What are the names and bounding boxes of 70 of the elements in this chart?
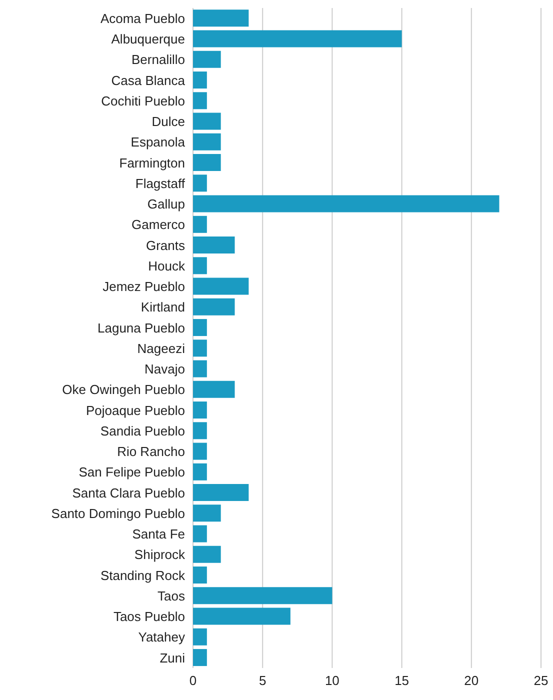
y-tick-label: Bernalillo (132, 52, 185, 68)
y-tick-label: Cochiti Pueblo (101, 93, 185, 108)
bar (193, 50, 221, 68)
x-tick-label: 25 (534, 673, 548, 688)
y-tick-label: Nageezi (137, 340, 186, 356)
bar (193, 92, 207, 110)
y-tick-label: Farmington (119, 155, 185, 170)
y-tick-label: Shiprock (134, 547, 186, 562)
bar (193, 402, 207, 419)
bar (193, 216, 207, 233)
bar (193, 340, 207, 357)
y-tick-label: Kirtland (140, 300, 185, 315)
bar (193, 10, 249, 27)
y-tick-label: Gallup (147, 196, 185, 212)
x-tick-label: 20 (464, 673, 479, 688)
bar (193, 587, 332, 604)
bar (193, 422, 207, 440)
bar (193, 546, 221, 563)
bar (193, 112, 221, 130)
bar (193, 566, 207, 584)
y-tick-label: Standing Rock (100, 568, 186, 583)
y-tick-label: Espanola (130, 134, 186, 150)
bar (193, 298, 235, 316)
y-tick-label: Santa Clara Pueblo (72, 485, 185, 500)
y-tick-label: Rio Rancho (117, 444, 185, 460)
x-tick-label: 5 (258, 673, 266, 688)
bar (193, 133, 221, 150)
y-tick-label: Gamerco (132, 217, 185, 232)
y-tick-label: Navajo (144, 362, 185, 377)
bar (193, 319, 207, 336)
y-tick-label: Taos Pueblo (113, 609, 185, 624)
y-tick-label: Casa Blanca (111, 72, 186, 88)
bar (193, 360, 207, 378)
y-tick-label: Jemez Pueblo (102, 279, 185, 294)
y-tick-label: Grants (146, 238, 186, 253)
y-tick-label: Dulce (152, 114, 185, 130)
x-tick-label: 15 (394, 673, 410, 688)
bar (193, 257, 207, 274)
bar (193, 154, 221, 172)
bar (193, 463, 207, 480)
bar (193, 236, 235, 254)
y-tick-label: Flagstaff (135, 176, 186, 191)
bar (193, 72, 207, 89)
y-tick-label: Laguna Pueblo (98, 320, 185, 336)
y-tick-label: Yatahey (138, 630, 186, 645)
y-tick-label: Houck (148, 258, 186, 274)
bar (193, 195, 500, 212)
bar (193, 380, 235, 398)
bar (193, 525, 207, 542)
bar (193, 649, 207, 666)
bar (193, 608, 290, 625)
y-tick-label: Oke Owingeh Pueblo (62, 382, 185, 398)
bar (193, 504, 221, 522)
y-tick-label: Santa Fe (132, 526, 185, 542)
y-tick-label: San Felipe Pueblo (78, 464, 185, 480)
y-tick-label: Pojoaque Pueblo (86, 402, 185, 418)
y-tick-label: Sandia Pueblo (100, 423, 185, 438)
y-tick-label: Santo Domingo Pueblo (51, 506, 185, 521)
x-tick-label: 10 (324, 673, 340, 688)
y-tick-label: Albuquerque (111, 32, 185, 47)
bar (193, 628, 207, 646)
bar (193, 278, 249, 295)
y-tick-label: Taos (158, 588, 186, 604)
x-tick-label: 0 (189, 673, 197, 688)
y-tick-label: Zuni (160, 650, 186, 666)
bar (193, 30, 402, 48)
bar (193, 442, 207, 460)
y-tick-label: Acoma Pueblo (100, 10, 185, 26)
bar (193, 484, 249, 502)
bar (193, 174, 207, 192)
